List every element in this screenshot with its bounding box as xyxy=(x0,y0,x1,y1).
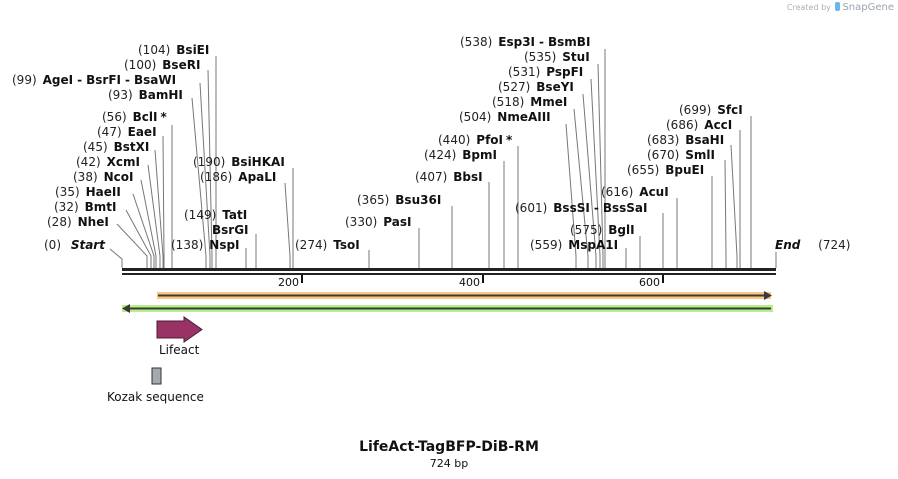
forward-track[interactable] xyxy=(157,291,772,300)
site-label[interactable]: (100) BseRI xyxy=(124,58,201,72)
site-label[interactable]: (365) Bsu36I xyxy=(357,193,442,207)
site-label[interactable]: (575) BglI xyxy=(570,223,635,237)
site-label[interactable]: (616) AcuI xyxy=(601,185,669,199)
site-label[interactable]: (138) NspI xyxy=(171,238,240,252)
site-label[interactable]: BsrGI xyxy=(212,223,249,237)
site-label[interactable]: (670) SmlI xyxy=(647,148,716,162)
site-label[interactable]: (99) AgeI - BsrFI - BsaWI xyxy=(12,73,177,87)
site-label[interactable]: (28) NheI xyxy=(47,215,109,229)
site-label[interactable]: (683) BsaHI xyxy=(647,133,725,147)
site-label[interactable]: (504) NmeAIII xyxy=(459,110,551,124)
kozak-feature-box[interactable] xyxy=(151,367,162,385)
site-label[interactable]: (56) BclI * xyxy=(102,110,167,124)
site-label[interactable]: (601) BssSI - BssSaI xyxy=(515,201,648,215)
site-label[interactable]: (531) PspFI xyxy=(508,65,584,79)
site-label[interactable]: (149) TatI xyxy=(184,208,248,222)
construct-length: 724 bp xyxy=(429,457,469,470)
site-label[interactable]: (407) BbsI xyxy=(415,170,483,184)
ruler-label-600: 600 xyxy=(639,276,660,289)
construct-title: LifeAct-TagBFP-DiB-RM xyxy=(359,439,539,455)
site-label[interactable]: (274) TsoI xyxy=(295,238,360,252)
ruler-label-400: 400 xyxy=(459,276,480,289)
reverse-track[interactable] xyxy=(122,304,773,313)
end-pos: (724) xyxy=(818,238,851,252)
site-label[interactable]: (527) BseYI xyxy=(498,80,574,94)
site-label[interactable]: (186) ApaLI xyxy=(200,170,277,184)
credit-prefix: Created by xyxy=(786,3,831,12)
start-text: Start xyxy=(70,238,105,252)
start-label: (0) Start xyxy=(44,238,105,252)
site-label[interactable]: (559) MspA1I xyxy=(530,238,619,252)
start-pos: (0) xyxy=(44,238,61,252)
site-label[interactable]: (35) HaeII xyxy=(55,185,121,199)
snapgene-credit: Created by SnapGene xyxy=(787,2,894,13)
lifeact-feature-arrow[interactable] xyxy=(156,316,203,343)
site-label[interactable]: (93) BamHI xyxy=(108,88,183,102)
site-label[interactable]: (38) NcoI xyxy=(73,170,134,184)
site-label[interactable]: (440) PfoI * xyxy=(438,133,513,147)
site-label[interactable]: (42) XcmI xyxy=(76,155,140,169)
site-label[interactable]: (686) AccI xyxy=(666,118,733,132)
end-label: End (724) xyxy=(775,238,850,252)
lifeact-feature-label[interactable]: Lifeact xyxy=(159,343,200,357)
site-label[interactable]: (655) BpuEI xyxy=(627,163,705,177)
site-leader-lines xyxy=(109,49,777,268)
site-label[interactable]: (424) BpmI xyxy=(424,148,497,162)
backbone xyxy=(122,268,776,275)
site-label[interactable]: (45) BstXI xyxy=(83,140,150,154)
site-label[interactable]: (699) SfcI xyxy=(679,103,743,117)
site-label[interactable]: (538) Esp3I - BsmBI xyxy=(460,35,591,49)
site-label[interactable]: (104) BsiEI xyxy=(138,43,210,57)
site-label[interactable]: (535) StuI xyxy=(524,50,590,64)
site-label[interactable]: (518) MmeI xyxy=(492,95,568,109)
ruler-label-200: 200 xyxy=(278,276,299,289)
kozak-feature-label[interactable]: Kozak sequence xyxy=(107,390,204,404)
credit-brand: SnapGene xyxy=(842,2,894,13)
site-label[interactable]: (330) PasI xyxy=(345,215,412,229)
site-label[interactable]: (190) BsiHKAI xyxy=(193,155,285,169)
site-label[interactable]: (32) BmtI xyxy=(54,200,117,214)
end-text: End xyxy=(775,238,801,252)
ruler-ticks xyxy=(301,275,664,283)
site-label[interactable]: (47) EaeI xyxy=(97,125,157,139)
snapgene-logo-icon xyxy=(835,2,841,11)
